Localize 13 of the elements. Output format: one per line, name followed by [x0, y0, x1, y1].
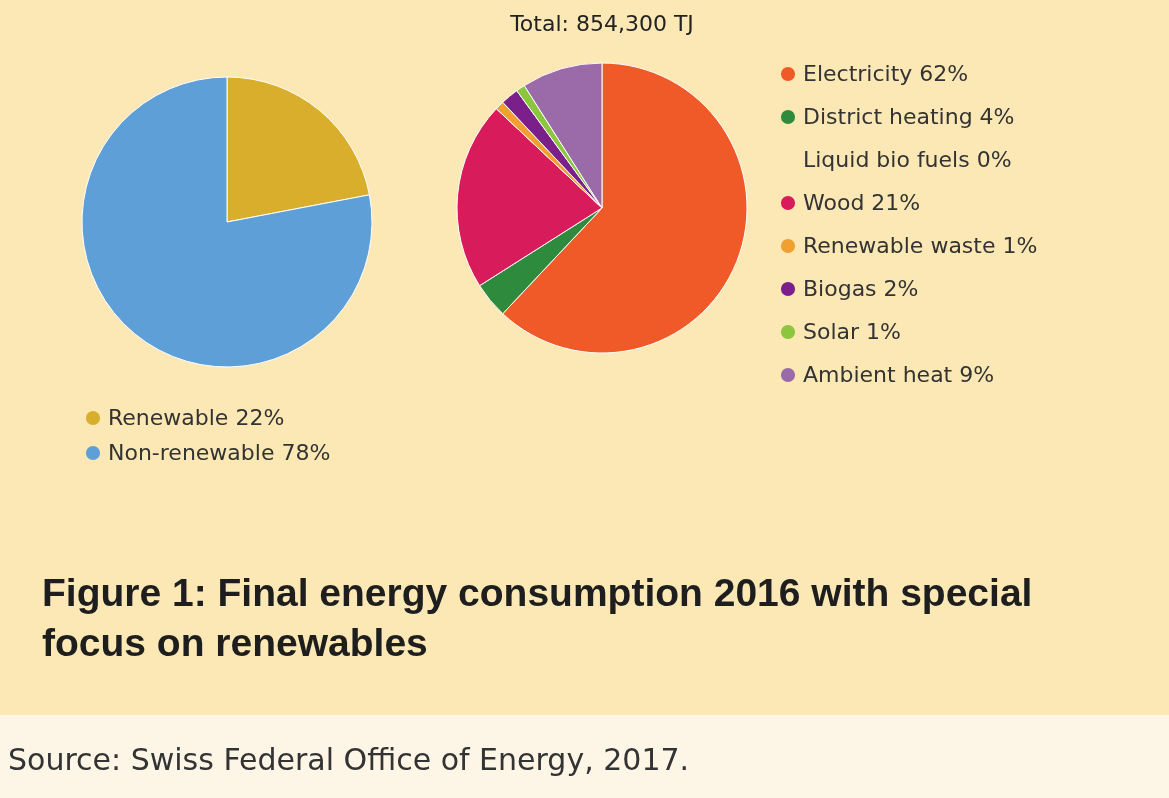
category-label: Liquid bio fuels 0%: [803, 147, 1012, 172]
legend-label: Non-renewable 78%: [108, 440, 331, 465]
legend-label: Wood 21%: [803, 190, 921, 215]
caption: Figure 1: Final energy consumption 2016 with special focus on renewables: [42, 570, 1034, 666]
chart-title: Total: 854,300 TJ: [509, 11, 694, 36]
legend-label: Renewable 22%: [108, 405, 285, 430]
legend-label: Ambient heat 9%: [803, 362, 995, 387]
source-note: Source: Swiss Federal Office of Energy, 2017.: [8, 742, 690, 777]
legend-label: District heating 4%: [803, 104, 1015, 129]
legend-label: Renewable waste 1%: [803, 233, 1038, 258]
legend-label: Electricity 62%: [803, 61, 969, 86]
legend-label: Solar 1%: [803, 319, 901, 344]
legend-label: Biogas 2%: [803, 276, 919, 301]
